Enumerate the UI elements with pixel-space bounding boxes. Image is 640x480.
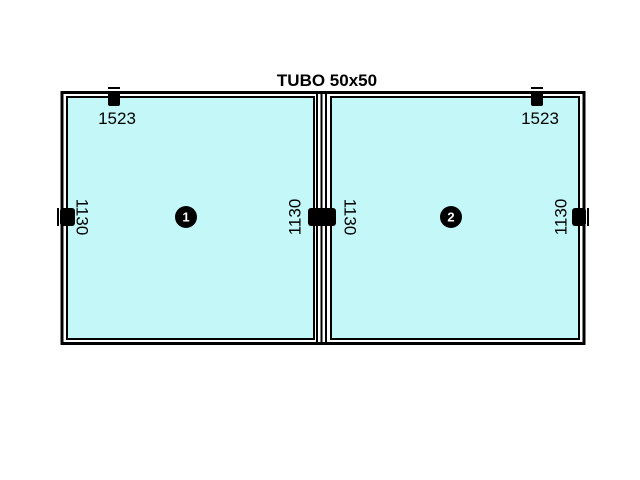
- panel-2-number-badge: [440, 206, 462, 228]
- side-marker-right: [572, 208, 586, 226]
- top-marker-right-cap: [531, 87, 543, 89]
- profile-title: TUBO 50x50: [277, 71, 377, 90]
- panel-1-number: 1: [182, 210, 189, 225]
- panel-1-right-height-label: 1130: [286, 199, 305, 236]
- top-marker-left: [108, 92, 120, 106]
- side-marker-left-cap: [57, 208, 59, 226]
- panel-2-left-height-label: 1130: [341, 199, 360, 236]
- side-marker-right-cap: [587, 208, 589, 226]
- panel-2-width-label: 1523: [521, 109, 559, 128]
- top-marker-right: [531, 92, 543, 106]
- side-marker-left: [60, 208, 75, 226]
- top-marker-left-cap: [108, 87, 120, 89]
- panel-1-glass: [66, 96, 315, 340]
- panel-1-number-badge: [175, 206, 197, 228]
- panel-1-left-height-label: 1130: [73, 199, 92, 236]
- panel-1-width-label: 1523: [98, 109, 136, 128]
- panel-2-right-height-label: 1130: [552, 199, 571, 236]
- side-marker-center: [308, 208, 336, 226]
- panel-2-number: 2: [447, 210, 454, 225]
